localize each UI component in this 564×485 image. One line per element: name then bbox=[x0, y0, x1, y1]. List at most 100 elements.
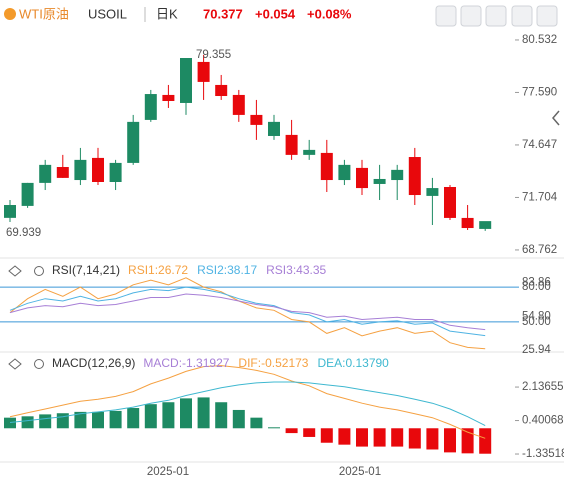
candle-body bbox=[250, 114, 263, 125]
legend-entry: DIF:-0.52173 bbox=[238, 356, 308, 370]
legend-entry: MACD:-1.31927 bbox=[143, 356, 229, 370]
candle-body bbox=[461, 217, 474, 229]
symbol[interactable]: USOIL bbox=[88, 6, 127, 21]
macd-bar bbox=[461, 428, 474, 454]
macd-bar bbox=[268, 427, 280, 429]
macd-bar bbox=[127, 408, 140, 429]
tool-button[interactable] bbox=[435, 5, 457, 27]
tool-button[interactable] bbox=[511, 5, 533, 27]
macd-bar bbox=[356, 428, 368, 447]
series-line bbox=[9, 277, 486, 350]
instrument-name: WTI原油 bbox=[19, 6, 69, 21]
macd-bar bbox=[56, 413, 69, 429]
candle-body bbox=[92, 157, 104, 182]
legend-entry: DEA:0.13790 bbox=[317, 356, 389, 370]
macd-bar bbox=[338, 428, 351, 445]
y-tick-label: 77.590 bbox=[522, 86, 557, 98]
indicator-title: RSI(7,14,21) bbox=[52, 263, 120, 277]
series-line bbox=[9, 381, 486, 427]
toolbar bbox=[435, 5, 558, 27]
candle-body bbox=[162, 94, 175, 102]
series-line bbox=[9, 293, 486, 331]
macd-bar bbox=[391, 428, 404, 447]
level-label: 83.86 bbox=[522, 277, 551, 289]
y-tick-label: 80.532 bbox=[522, 34, 557, 46]
candle-body bbox=[303, 149, 316, 155]
candle-body bbox=[197, 61, 210, 82]
candle-body bbox=[426, 188, 439, 196]
macd-bar bbox=[39, 414, 52, 429]
candle-body bbox=[215, 84, 228, 97]
candle-body bbox=[320, 152, 333, 181]
change-pct: +0.08% bbox=[307, 6, 352, 21]
macd-bar bbox=[162, 402, 175, 429]
indicator-title: MACD(12,26,9) bbox=[52, 356, 135, 370]
collapse-arrow[interactable] bbox=[552, 110, 560, 126]
candle-body bbox=[74, 159, 87, 181]
level-label: 25.94 bbox=[522, 344, 551, 356]
macd-bar bbox=[4, 417, 16, 429]
candle-body bbox=[268, 121, 280, 136]
macd-bar bbox=[92, 411, 104, 429]
candle-body bbox=[109, 162, 122, 182]
eye-icon[interactable] bbox=[8, 265, 22, 277]
x-tick-label: 2025-01 bbox=[147, 466, 189, 478]
candle-body bbox=[479, 221, 492, 229]
logo bbox=[4, 8, 16, 20]
macd-bar bbox=[144, 404, 157, 429]
level-label: 54.80 bbox=[522, 310, 551, 322]
macd-bar bbox=[444, 428, 456, 453]
macd-bar bbox=[180, 398, 192, 429]
macd-bar bbox=[303, 428, 316, 437]
candle-body bbox=[21, 182, 34, 206]
legend-entry: RSI3:43.35 bbox=[266, 263, 326, 277]
price: 70.377 bbox=[203, 6, 243, 21]
settings-icon[interactable] bbox=[34, 266, 44, 276]
y-tick-label: 71.704 bbox=[522, 191, 558, 203]
candle-body bbox=[56, 167, 69, 178]
candle-body bbox=[144, 94, 157, 120]
macd-bar bbox=[426, 428, 439, 450]
y-tick-label: 74.647 bbox=[522, 139, 557, 151]
macd-bar bbox=[232, 409, 245, 429]
price-annotation: 69.939 bbox=[6, 227, 41, 239]
macd-bar bbox=[479, 428, 492, 454]
eye-icon[interactable] bbox=[8, 358, 22, 370]
macd-bar bbox=[215, 402, 228, 429]
series-line bbox=[9, 365, 486, 439]
candle-body bbox=[285, 134, 298, 155]
candle-body bbox=[408, 157, 421, 196]
macd-bar bbox=[21, 416, 34, 429]
legend-entry: RSI2:38.17 bbox=[197, 263, 257, 277]
macd-bar bbox=[197, 397, 210, 429]
y-tick-label: 80.00 bbox=[522, 281, 551, 293]
price-annotation: 79.355 bbox=[196, 49, 231, 61]
settings-icon[interactable] bbox=[34, 359, 44, 369]
y-tick-label: 50.00 bbox=[522, 316, 551, 328]
candle-body bbox=[232, 94, 245, 115]
y-tick-label: 2.13655 bbox=[522, 381, 564, 393]
macd-bar bbox=[320, 428, 333, 443]
legend-entry: RSI1:26.72 bbox=[128, 263, 188, 277]
candle-body bbox=[4, 205, 16, 218]
x-tick-label: 2025-01 bbox=[339, 466, 381, 478]
rsi-icons bbox=[8, 265, 44, 370]
macd-bar bbox=[74, 411, 87, 429]
period[interactable]: 日K bbox=[156, 6, 178, 21]
candle-body bbox=[356, 167, 368, 189]
y-tick-label: -1.33518 bbox=[522, 448, 564, 460]
tool-button[interactable] bbox=[485, 5, 507, 27]
change: +0.054 bbox=[255, 6, 296, 21]
candle-body bbox=[373, 178, 386, 184]
macd-bar bbox=[285, 428, 298, 434]
tool-button[interactable] bbox=[536, 5, 558, 27]
macd-bar bbox=[408, 428, 421, 449]
candle-body bbox=[127, 121, 140, 163]
candle-body bbox=[338, 164, 351, 181]
macd-bar bbox=[373, 428, 386, 447]
y-tick-label: 0.40068 bbox=[522, 415, 564, 427]
candle-body bbox=[391, 169, 404, 181]
tool-button[interactable] bbox=[460, 5, 482, 27]
